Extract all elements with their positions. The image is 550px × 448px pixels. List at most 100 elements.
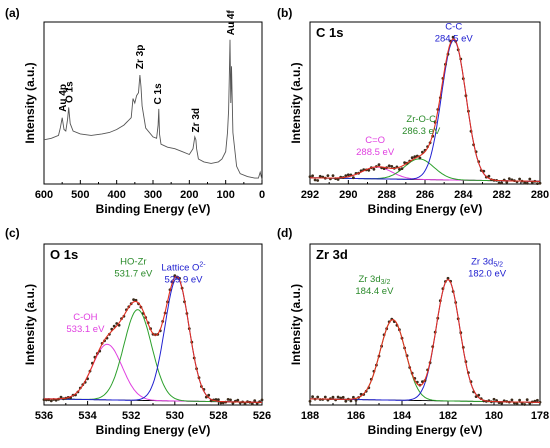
fit-envelope-line [43,275,263,403]
peak-annotation-name: C=O [365,135,385,146]
data-point [49,399,53,403]
data-point [112,324,116,328]
data-point [400,167,404,171]
x-tick-label: 184 [393,410,412,422]
x-axis-label: Binding Energy (eV) [368,423,483,437]
data-point [390,165,394,168]
peak-annotation-energy: 531.7 eV [114,268,153,279]
data-point [523,403,527,406]
data-point [372,167,376,171]
peak-annotation: Au 4p [58,84,69,112]
data-point [344,174,348,178]
x-tick-label: 0 [259,189,265,201]
data-point [349,399,353,403]
x-tick-label: 178 [531,410,549,422]
data-point [331,395,335,399]
peak-annotation-name: Lattice O2- [161,261,206,273]
x-tick-label: 532 [122,410,140,422]
data-point [316,179,320,182]
data-point [229,398,232,402]
x-tick-label: 286 [416,189,434,201]
data-point [352,395,355,399]
x-tick-label: 528 [209,410,227,422]
x-tick-label: 282 [492,189,510,201]
data-point [250,402,254,406]
fit-component-0 [310,319,541,403]
panel-a: (a) 600 500 400 300 200 100 0 Binding Energy (eV… [5,6,265,216]
x-tick-label: 288 [377,189,395,201]
x-axis-label: Binding Energy (eV) [96,423,211,437]
fit-component-0 [43,343,263,403]
x-tick-label: 284 [454,189,473,201]
data-point [505,180,509,184]
panel-title: Zr 3d [316,247,348,262]
x-tick-label: 200 [180,189,198,201]
data-point [243,402,247,406]
data-point [518,177,521,181]
peak-annotation-energy: 286.3 eV [402,126,441,137]
peak-annotation-energy: 533.1 eV [66,324,105,335]
peak-annotation-name: Zr-O-C [406,114,436,125]
data-point [54,398,58,402]
peak-annotation: Zr 3p [135,45,146,69]
data-point [538,181,542,185]
x-axis-label: Binding Energy (eV) [96,202,211,216]
data-point [418,156,422,160]
peak-annotation-name: HO-Zr [120,256,146,267]
data-point [226,398,230,401]
data-point [346,173,350,177]
data-point [367,168,371,172]
data-point [313,178,317,182]
data-point [510,398,514,402]
peak-annotation-energy: 284.5 eV [435,33,474,44]
x-tick-label: 292 [301,189,319,201]
data-point [518,398,521,402]
x-tick-label: 536 [35,410,53,422]
panel-label: (d) [277,226,292,240]
y-axis-label: Intensity (a.u.) [289,62,303,143]
data-point [311,174,314,178]
data-point [59,395,63,399]
data-point [525,398,529,402]
peak-annotation-name: C-OH [73,312,97,323]
data-point [536,182,539,186]
x-tick-label: 182 [439,410,457,422]
data-point [403,161,406,165]
data-point [528,177,532,181]
data-point [236,398,240,402]
peak-annotation-energy: 288.5 eV [356,147,395,158]
data-point [413,155,417,159]
data-point [500,401,504,405]
x-tick-label: 526 [253,410,271,422]
data-point [311,395,314,399]
peak-annotation: C 1s [153,83,164,105]
data-point [207,393,211,397]
data-point [318,174,322,178]
data-point [525,181,529,185]
peak-annotation-energy: 184.4 eV [355,286,394,297]
x-tick-label: 600 [35,189,53,201]
data-point [316,395,320,399]
x-axis-label: Binding Energy (eV) [368,202,483,216]
data-point [487,174,491,178]
panel-title: C 1s [316,25,343,40]
peak-annotation: O 1s [64,81,75,103]
panel-d: (d) 188 186 184 182 180 178 Binding Energy (eV)… [277,226,549,437]
data-point [446,276,450,280]
x-tick-label: 300 [144,189,162,201]
fit-component-0 [310,166,540,182]
x-tick-label: 534 [78,410,97,422]
fit-envelope-line [310,38,540,182]
data-point [515,402,519,406]
y-axis-label: Intensity (a.u.) [289,284,303,365]
peak-annotation-name: Zr 3d5/2 [471,256,503,268]
data-point [336,178,340,181]
data-point [336,395,340,399]
data-point [331,174,335,178]
data-point [308,399,312,403]
x-tick-label: 400 [107,189,125,201]
data-point [500,181,504,185]
x-tick-label: 100 [216,189,234,201]
data-point [507,177,511,181]
